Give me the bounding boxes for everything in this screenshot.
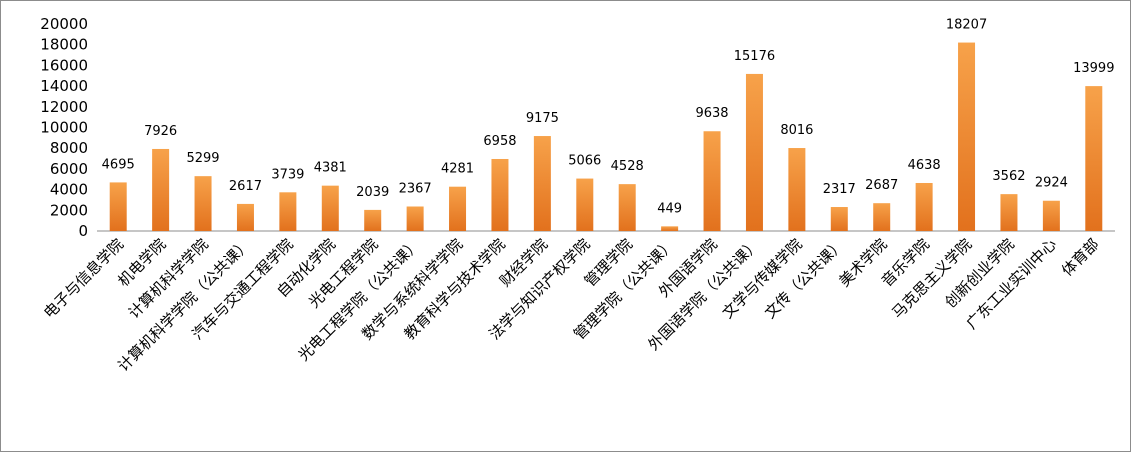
data-label: 2367	[399, 182, 432, 197]
bar	[873, 203, 891, 231]
category-labels: 电子与信息学院机电学院计算机科学学院计算机科学学院（公共课）汽车与交通工程学院自…	[40, 235, 1103, 375]
data-label: 15176	[734, 49, 775, 64]
data-labels: 4695 7926 5299 2617 3739 4381 2039 2367 4281 6958…	[102, 18, 1115, 217]
y-tick-label: 0	[78, 222, 88, 240]
y-tick-label: 20000	[40, 15, 88, 33]
bar	[533, 136, 551, 231]
data-label: 4381	[314, 161, 347, 176]
bar	[194, 176, 212, 231]
bar	[321, 185, 339, 231]
bar	[1042, 200, 1060, 231]
y-tick-label: 16000	[40, 56, 88, 74]
bar	[449, 186, 467, 231]
y-tick-label: 6000	[50, 160, 88, 178]
bars	[109, 42, 1103, 231]
bar	[618, 184, 636, 231]
y-axis: 0 2000 4000 6000 8000 10000 12000 14000 16000 180…	[40, 15, 88, 240]
data-label: 5066	[568, 154, 601, 169]
data-label: 5299	[186, 151, 219, 166]
bar	[279, 192, 297, 231]
data-label: 9175	[526, 111, 559, 126]
bar	[703, 131, 721, 231]
data-label: 2317	[823, 182, 856, 197]
data-label: 13999	[1073, 61, 1114, 76]
y-tick-label: 18000	[40, 36, 88, 54]
bar	[491, 158, 509, 231]
bar	[745, 73, 763, 231]
bar	[1000, 194, 1018, 231]
data-label: 2687	[865, 178, 898, 193]
data-label: 449	[657, 201, 682, 216]
y-tick-label: 2000	[50, 201, 88, 219]
y-tick-label: 14000	[40, 77, 88, 95]
bar	[830, 207, 848, 231]
data-label: 2617	[229, 179, 262, 194]
bar	[661, 226, 679, 231]
bar	[406, 206, 424, 231]
data-label: 7926	[144, 124, 177, 139]
data-label: 3562	[992, 169, 1025, 184]
bar	[364, 209, 382, 231]
bar	[152, 148, 170, 231]
data-label: 8016	[780, 123, 813, 138]
bar	[1085, 86, 1103, 231]
data-label: 2924	[1035, 176, 1068, 191]
data-label: 4638	[908, 158, 941, 173]
data-label: 6958	[483, 134, 516, 149]
data-label: 18207	[946, 18, 987, 33]
data-label: 4695	[102, 157, 135, 172]
bar	[958, 42, 976, 231]
data-label: 4281	[441, 162, 474, 177]
y-tick-label: 12000	[40, 98, 88, 116]
bar	[788, 148, 806, 231]
y-tick-label: 8000	[50, 139, 88, 157]
data-label: 4528	[611, 159, 644, 174]
bar	[915, 182, 933, 231]
bar	[109, 182, 127, 231]
bar	[576, 178, 594, 231]
y-tick-label: 10000	[40, 119, 88, 137]
data-label: 2039	[356, 185, 389, 200]
data-label: 9638	[695, 106, 728, 121]
category-label: 体育部	[1058, 235, 1103, 280]
data-label: 3739	[271, 167, 304, 182]
bar	[236, 203, 254, 231]
y-tick-label: 4000	[50, 181, 88, 199]
